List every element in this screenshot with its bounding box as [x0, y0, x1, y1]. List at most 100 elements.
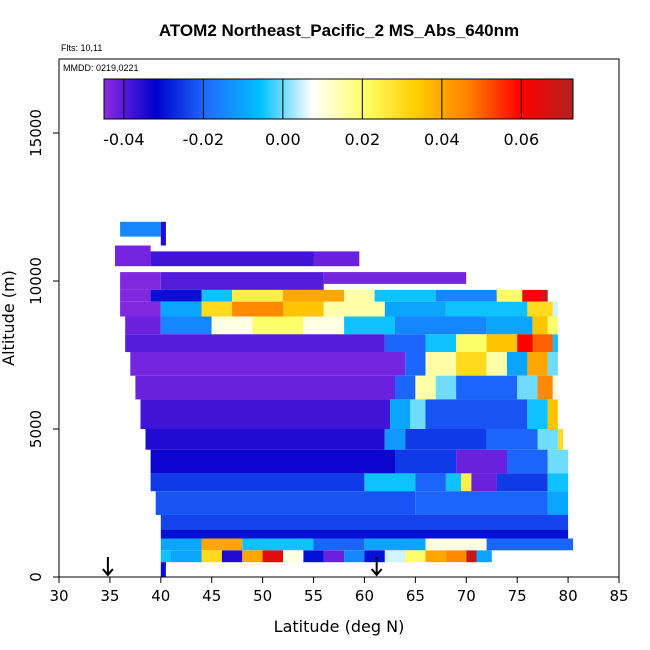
heatmap-cell	[547, 449, 569, 474]
heatmap-cell	[496, 289, 523, 302]
heatmap-cell	[201, 301, 232, 317]
heatmap-cell	[425, 334, 456, 353]
heatmap-cell	[507, 449, 548, 474]
heatmap-cell	[425, 550, 446, 563]
heatmap-cell	[384, 301, 446, 317]
heatmap-cell	[364, 473, 416, 492]
heatmap-cell	[466, 550, 477, 563]
heatmap-cell	[532, 334, 553, 353]
heatmap-cell	[145, 429, 385, 450]
heatmap-cell	[547, 473, 569, 492]
heatmap-cell	[486, 334, 518, 353]
heatmap-cell	[410, 399, 426, 429]
heatmap-cell	[221, 550, 243, 563]
heatmap-cell	[201, 550, 222, 563]
colorbar-tick-label: 0.04	[424, 130, 460, 149]
heatmap-cell	[303, 550, 324, 563]
heatmap-cell	[160, 529, 569, 539]
x-tick-label: 70	[457, 587, 476, 605]
heatmap-cell	[323, 550, 345, 563]
heatmap-cell	[150, 289, 202, 302]
heatmap-cell	[283, 301, 324, 317]
heatmap-cell	[344, 550, 365, 563]
heatmap-cell	[522, 289, 543, 302]
heatmap-cell	[527, 399, 548, 429]
plot-frame	[58, 58, 620, 578]
heatmap-cell	[135, 375, 395, 400]
heatmap-cell	[537, 429, 558, 450]
x-tick-label: 50	[253, 587, 272, 605]
latitude-arrow-marker	[370, 557, 383, 577]
heatmap-cell	[517, 334, 533, 353]
heatmap-cell	[425, 399, 528, 429]
heatmap-cell	[507, 352, 528, 376]
heatmap-cell	[486, 429, 538, 450]
heatmap-cell	[456, 334, 487, 353]
heatmap-cell	[486, 316, 533, 335]
heatmap-cell	[557, 429, 563, 450]
heatmap-cell	[445, 550, 467, 563]
heatmap-cell	[527, 301, 553, 317]
heatmap-cell	[456, 375, 518, 400]
heatmap-cell	[486, 352, 507, 376]
heatmap-cell	[125, 316, 161, 335]
heatmap-cell	[120, 301, 161, 317]
x-tick-label: 80	[559, 587, 578, 605]
y-tick-label: 10000	[27, 257, 45, 305]
x-tick-label: 40	[151, 587, 170, 605]
heatmap-cell	[425, 538, 487, 551]
y-tick-label: 5000	[27, 410, 45, 448]
heatmap-cell	[395, 316, 487, 335]
heatmap-cell	[476, 550, 492, 563]
heatmap-cell	[374, 289, 436, 302]
heatmap-cell	[115, 245, 151, 267]
heatmap-cell	[323, 272, 467, 284]
latitude-markers	[102, 557, 383, 577]
heatmap-cell	[532, 316, 548, 335]
x-tick-label: 55	[304, 587, 323, 605]
heatmap-cell	[547, 491, 569, 515]
heatmap-cell	[313, 251, 360, 267]
heatmap-cell	[415, 473, 446, 492]
heatmap-cell	[405, 429, 487, 450]
heatmap-cell	[384, 550, 406, 563]
heatmap-cell	[160, 550, 171, 563]
heatmap-cell	[160, 316, 212, 335]
heatmap-cell	[445, 473, 462, 492]
heatmap-cell	[542, 289, 548, 302]
dates-label: MMDD: 0219,0221	[63, 63, 139, 73]
heatmap-cell	[364, 538, 426, 551]
heatmap-cell	[262, 550, 283, 563]
heatmap-cell	[405, 352, 426, 376]
colorbar-tick-label: 0.06	[504, 130, 540, 149]
heatmap-cell	[471, 473, 497, 492]
heatmap-cell	[547, 399, 558, 429]
heatmap-cell	[283, 550, 304, 563]
heatmap-cell	[160, 272, 324, 290]
heatmap-cell	[242, 550, 263, 563]
x-tick-label: 35	[100, 587, 119, 605]
y-axis-label: Altitude (m)	[0, 270, 18, 366]
heatmap-cell	[435, 375, 457, 400]
heatmap-cell	[130, 352, 406, 376]
x-axis: 30 35 40 45 50 55 60 65 70 75 80 85	[49, 577, 629, 605]
heatmap-cell	[150, 251, 314, 267]
heatmap-cell	[364, 550, 385, 563]
flights-label: Flts: 10,11	[61, 43, 102, 53]
heatmap-cell	[395, 449, 457, 474]
heatmap-cell	[160, 221, 166, 246]
heatmap-cell	[232, 301, 283, 317]
heatmap-cell	[445, 301, 528, 317]
heatmap-cell	[405, 550, 426, 563]
colorbar-tick-label: 0.02	[345, 130, 381, 149]
heatmap-cell	[160, 514, 569, 530]
colorbar: -0.04 -0.02 0.00 0.02 0.04 0.06	[103, 78, 574, 149]
heatmap-cells	[115, 221, 574, 577]
heatmap-cell	[201, 289, 232, 302]
heatmap-cell	[486, 538, 574, 551]
y-tick-label: 0	[27, 572, 45, 582]
heatmap-cell	[211, 316, 253, 335]
heatmap-cell	[344, 316, 395, 335]
heatmap-cell	[496, 473, 548, 492]
